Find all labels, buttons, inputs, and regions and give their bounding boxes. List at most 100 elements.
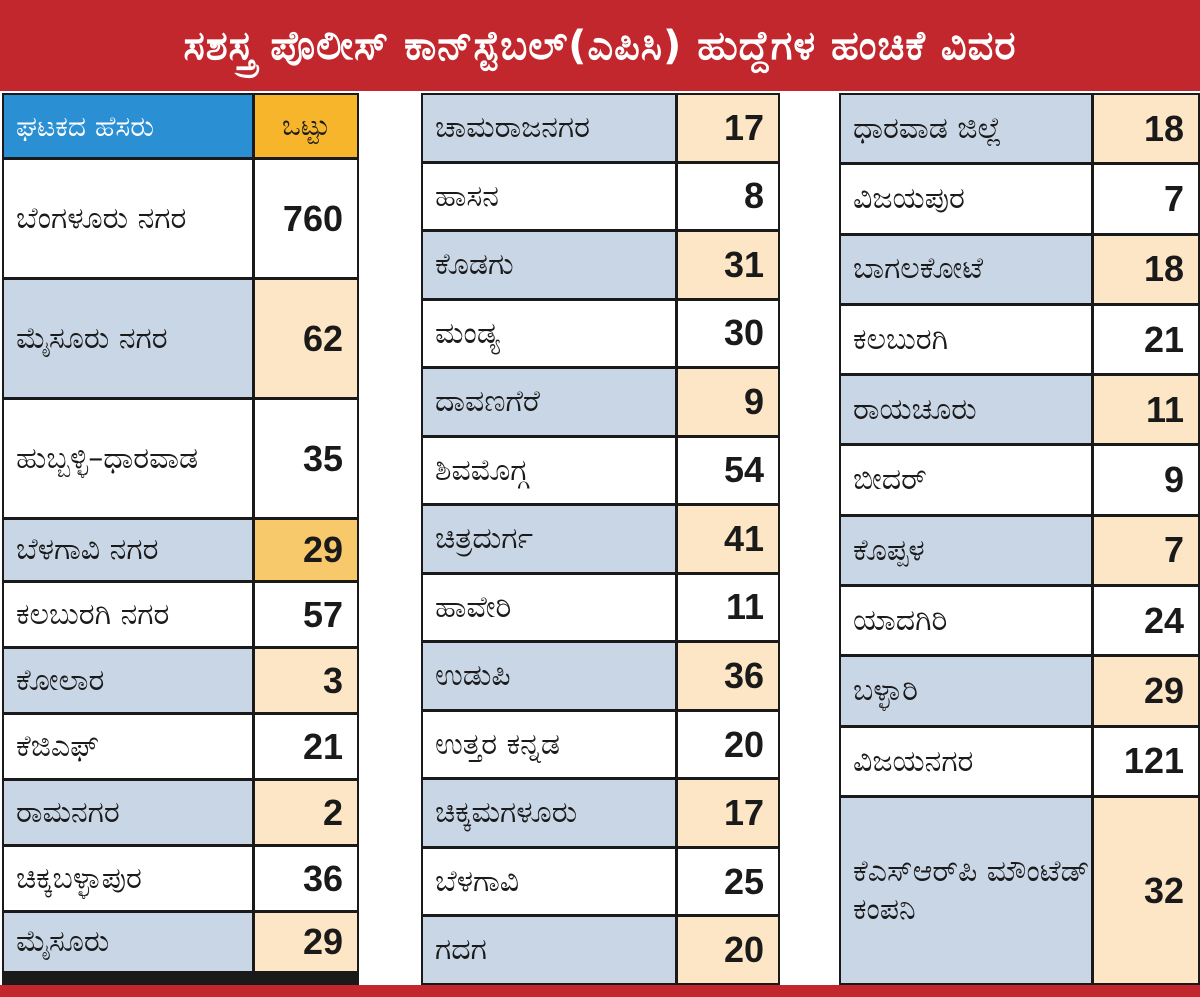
unit-total: 29	[255, 520, 357, 580]
unit-name: ಮೈಸೂರು ನಗರ	[4, 280, 252, 397]
table-row: ಕಲಬುರಗಿ ನಗರ 57	[4, 583, 357, 646]
table-row: ಕೋಲಾರ 3	[4, 649, 357, 712]
unit-total: 121	[1094, 727, 1198, 795]
table-row: ರಾಮನಗರ 2	[4, 781, 357, 844]
table-row: ಶಿವಮೊಗ್ಗ 54	[423, 437, 778, 504]
unit-total: 18	[1094, 235, 1198, 303]
unit-total: 8	[678, 163, 778, 230]
unit-name: ಕಲಬುರಗಿ	[841, 305, 1091, 374]
unit-name: ಕೆಜಿಎಫ್	[4, 715, 252, 778]
unit-name: ಬಳ್ಳಾರಿ	[841, 657, 1091, 725]
table-header-row: ಘಟಕದ ಹೆಸರು ಒಟ್ಟು	[4, 95, 357, 157]
table-column-3: ಧಾರವಾಡ ಜಿಲ್ಲೆ 18 ವಿಜಯಪುರ 7 ಬಾಗಲಕೋಟೆ 18 ಕ…	[839, 93, 1200, 985]
unit-total: 7	[1094, 165, 1198, 233]
table-row: ಯಾದಗಿರಿ 24	[841, 587, 1198, 655]
unit-name: ಶಿವಮೊಗ್ಗ	[423, 437, 675, 504]
table-row: ಬಳ್ಳಾರಿ 29	[841, 657, 1198, 725]
unit-total: 57	[255, 583, 357, 646]
table-row: ಮೈಸೂರು 29	[4, 913, 357, 971]
unit-name: ವಿಜಯಪುರ	[841, 165, 1091, 233]
unit-total: 17	[678, 95, 778, 161]
unit-name: ರಾಯಚೂರು	[841, 376, 1091, 444]
table-row: ಬೆಳಗಾವಿ 25	[423, 848, 778, 915]
unit-total: 31	[678, 232, 778, 298]
table-row: ಹಾವೇರಿ 11	[423, 574, 778, 641]
table-row: ಉಡುಪಿ 36	[423, 643, 778, 709]
unit-name: ಕೊಪ್ಪಳ	[841, 516, 1091, 585]
bottom-bar	[0, 985, 1200, 997]
table-row: ದಾವಣಗೆರೆ 9	[423, 369, 778, 435]
unit-name: ಬೆಳಗಾವಿ ನಗರ	[4, 520, 252, 580]
unit-total: 29	[255, 913, 357, 971]
table-row: ಧಾರವಾಡ ಜಿಲ್ಲೆ 18	[841, 95, 1198, 163]
title-bar: ಸಶಸ್ತ್ರ ಪೊಲೀಸ್ ಕಾನ್‌ಸ್ಟೆಬಲ್(ಎಪಿಸಿ) ಹುದ್ದ…	[0, 0, 1200, 91]
unit-total: 20	[678, 711, 778, 778]
table-row: ಕೆಎಸ್‌ಆರ್‌ಪಿ ಮೌಂಟೆಡ್ ಕಂಪನಿ 32	[841, 797, 1198, 984]
unit-total: 36	[678, 643, 778, 709]
unit-total: 25	[678, 848, 778, 915]
unit-total: 24	[1094, 587, 1198, 655]
unit-name: ಕಲಬುರಗಿ ನಗರ	[4, 583, 252, 646]
unit-name: ಚಿತ್ರದುರ್ಗ	[423, 506, 675, 572]
unit-total: 54	[678, 437, 778, 504]
table-row: ಚಾಮರಾಜನಗರ 17	[423, 95, 778, 161]
unit-total: 9	[678, 369, 778, 435]
table-row: ವಿಜಯಪುರ 7	[841, 165, 1198, 233]
unit-name: ಕೋಲಾರ	[4, 649, 252, 712]
unit-name: ಉತ್ತರ ಕನ್ನಡ	[423, 711, 675, 778]
unit-name: ಬೀದರ್	[841, 446, 1091, 514]
table-row: ಕೆಜಿಎಫ್ 21	[4, 715, 357, 778]
unit-name: ಬೆಳಗಾವಿ	[423, 848, 675, 915]
table-row: ರಾಯಚೂರು 11	[841, 376, 1198, 444]
unit-name: ಕೊಡಗು	[423, 232, 675, 298]
table-row: ಚಿಕ್ಕಮಗಳೂರು 17	[423, 780, 778, 846]
unit-total: 62	[255, 280, 357, 397]
unit-name: ಮಂಡ್ಯ	[423, 300, 675, 367]
unit-name: ಬೆಂಗಳೂರು ನಗರ	[4, 160, 252, 277]
table-column-1: ಘಟಕದ ಹೆಸರು ಒಟ್ಟು ಬೆಂಗಳೂರು ನಗರ 760 ಮೈಸೂರು…	[2, 93, 359, 985]
unit-total: 41	[678, 506, 778, 572]
table-row: ವಿಜಯನಗರ 121	[841, 727, 1198, 795]
unit-name: ಉಡುಪಿ	[423, 643, 675, 709]
table-row: ಉತ್ತರ ಕನ್ನಡ 20	[423, 711, 778, 778]
table-row: ಬೆಂಗಳೂರು ನಗರ 760	[4, 160, 357, 277]
unit-name: ಹುಬ್ಬಳ್ಳಿ–ಧಾರವಾಡ	[4, 400, 252, 517]
unit-total: 3	[255, 649, 357, 712]
unit-total: 20	[678, 917, 778, 983]
unit-name: ರಾಮನಗರ	[4, 781, 252, 844]
unit-name: ಮೈಸೂರು	[4, 913, 252, 971]
unit-name: ಹಾಸನ	[423, 163, 675, 230]
unit-name: ಹಾವೇರಿ	[423, 574, 675, 641]
table-row: ಹುಬ್ಬಳ್ಳಿ–ಧಾರವಾಡ 35	[4, 400, 357, 517]
table-row: ಚಿತ್ರದುರ್ಗ 41	[423, 506, 778, 572]
table-row: ಮಂಡ್ಯ 30	[423, 300, 778, 367]
unit-total: 760	[255, 160, 357, 277]
table-row: ಬೀದರ್ 9	[841, 446, 1198, 514]
unit-total: 7	[1094, 516, 1198, 585]
unit-total: 11	[678, 574, 778, 641]
unit-total: 29	[1094, 657, 1198, 725]
unit-total: 18	[1094, 95, 1198, 163]
table-row: ಗದಗ 20	[423, 917, 778, 983]
table-row: ಕಲಬುರಗಿ 21	[841, 305, 1198, 374]
table-column-2: ಚಾಮರಾಜನಗರ 17 ಹಾಸನ 8 ಕೊಡಗು 31 ಮಂಡ್ಯ 30 ದಾ…	[421, 93, 780, 985]
unit-total: 32	[1094, 797, 1198, 984]
unit-total: 36	[255, 847, 357, 910]
table-row: ಚಿಕ್ಕಬಳ್ಳಾಪುರ 36	[4, 847, 357, 910]
unit-name: ದಾವಣಗೆರೆ	[423, 369, 675, 435]
unit-total: 30	[678, 300, 778, 367]
unit-name: ಬಾಗಲಕೋಟೆ	[841, 235, 1091, 303]
unit-name: ಚಿಕ್ಕಮಗಳೂರು	[423, 780, 675, 846]
unit-total: 21	[255, 715, 357, 778]
unit-name: ಚಾಮರಾಜನಗರ	[423, 95, 675, 161]
table-row: ಕೊಪ್ಪಳ 7	[841, 516, 1198, 585]
table-row: ಬಾಗಲಕೋಟೆ 18	[841, 235, 1198, 303]
unit-name: ಧಾರವಾಡ ಜಿಲ್ಲೆ	[841, 95, 1091, 163]
table-row: ಹಾಸನ 8	[423, 163, 778, 230]
unit-total: 17	[678, 780, 778, 846]
header-total: ಒಟ್ಟು	[255, 95, 357, 157]
unit-name: ಚಿಕ್ಕಬಳ್ಳಾಪುರ	[4, 847, 252, 910]
unit-total: 9	[1094, 446, 1198, 514]
unit-name: ಯಾದಗಿರಿ	[841, 587, 1091, 655]
